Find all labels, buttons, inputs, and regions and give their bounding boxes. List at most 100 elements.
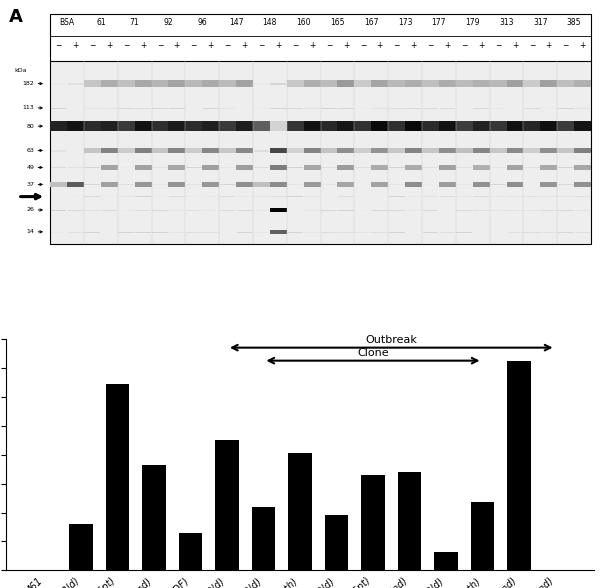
Bar <box>372 83 388 85</box>
Bar <box>68 126 83 128</box>
Bar <box>321 196 337 198</box>
Text: +: + <box>545 42 552 51</box>
Bar <box>152 148 169 153</box>
Bar <box>490 150 506 152</box>
Bar <box>287 232 303 233</box>
Bar <box>85 83 100 85</box>
Bar <box>405 165 422 170</box>
Text: −: − <box>89 42 95 51</box>
Bar <box>439 148 456 153</box>
Bar <box>236 165 253 170</box>
Bar <box>50 126 67 128</box>
Bar <box>270 230 287 234</box>
Bar <box>389 108 404 109</box>
Bar <box>142 465 166 570</box>
Bar <box>288 453 312 570</box>
Bar <box>118 83 134 85</box>
Bar <box>574 165 591 170</box>
Bar <box>135 126 151 128</box>
Bar <box>524 150 540 152</box>
Bar <box>320 121 337 131</box>
Bar <box>473 196 489 198</box>
Text: −: − <box>157 42 163 51</box>
Bar <box>220 210 235 211</box>
Bar <box>541 182 557 187</box>
Bar <box>473 150 489 152</box>
Bar <box>389 150 404 152</box>
Bar <box>457 210 472 211</box>
Bar <box>507 167 523 168</box>
Bar <box>338 126 354 128</box>
Bar <box>372 167 388 168</box>
Bar <box>287 126 303 128</box>
Bar <box>541 184 557 185</box>
Bar <box>287 121 304 131</box>
Bar <box>321 83 337 85</box>
Bar <box>506 165 523 170</box>
Bar <box>372 210 388 211</box>
Bar <box>271 232 286 233</box>
Bar <box>152 196 168 198</box>
Bar <box>169 210 185 211</box>
Bar <box>490 210 506 211</box>
Bar <box>287 210 303 211</box>
Bar <box>254 108 269 109</box>
Bar <box>185 81 202 87</box>
Bar <box>320 148 337 153</box>
Bar <box>473 184 489 185</box>
Bar <box>439 165 456 170</box>
Bar <box>473 165 490 170</box>
Bar <box>287 81 304 87</box>
Bar <box>523 121 541 131</box>
Bar <box>541 196 557 198</box>
Bar <box>67 182 84 187</box>
Bar <box>169 83 185 85</box>
Bar <box>456 121 473 131</box>
Bar <box>575 108 590 109</box>
Bar <box>271 108 286 109</box>
Bar <box>422 167 439 168</box>
Bar <box>67 121 84 131</box>
Bar <box>220 196 235 198</box>
Text: A: A <box>9 8 23 26</box>
Bar <box>406 184 421 185</box>
Bar <box>135 150 151 152</box>
Bar <box>558 108 574 109</box>
Bar <box>321 108 337 109</box>
Bar <box>558 167 574 168</box>
Bar <box>490 232 506 233</box>
Bar <box>84 121 101 131</box>
Bar <box>68 184 83 185</box>
Bar <box>355 184 371 185</box>
Bar <box>169 165 185 170</box>
Bar <box>507 184 523 185</box>
Bar <box>541 148 557 153</box>
Bar <box>574 182 591 187</box>
Bar <box>270 165 287 170</box>
Bar <box>85 126 100 128</box>
Text: 179: 179 <box>466 18 480 28</box>
Text: kDa: kDa <box>14 68 27 73</box>
Text: +: + <box>275 42 281 51</box>
Bar <box>236 83 253 85</box>
Bar <box>337 121 355 131</box>
Bar <box>507 232 523 233</box>
Text: +: + <box>478 42 484 51</box>
Bar <box>507 196 523 198</box>
Bar <box>69 524 93 570</box>
Bar <box>152 108 168 109</box>
Text: 313: 313 <box>499 18 514 28</box>
Bar <box>203 126 218 128</box>
Bar <box>440 126 455 128</box>
Bar <box>186 232 202 233</box>
Bar <box>422 148 439 153</box>
Bar <box>557 148 574 153</box>
Bar <box>236 232 253 233</box>
Bar <box>118 121 134 131</box>
Bar <box>473 148 490 153</box>
Bar <box>270 208 287 212</box>
Bar <box>270 121 287 131</box>
Bar <box>152 184 168 185</box>
Bar <box>457 126 472 128</box>
Bar <box>574 148 591 153</box>
